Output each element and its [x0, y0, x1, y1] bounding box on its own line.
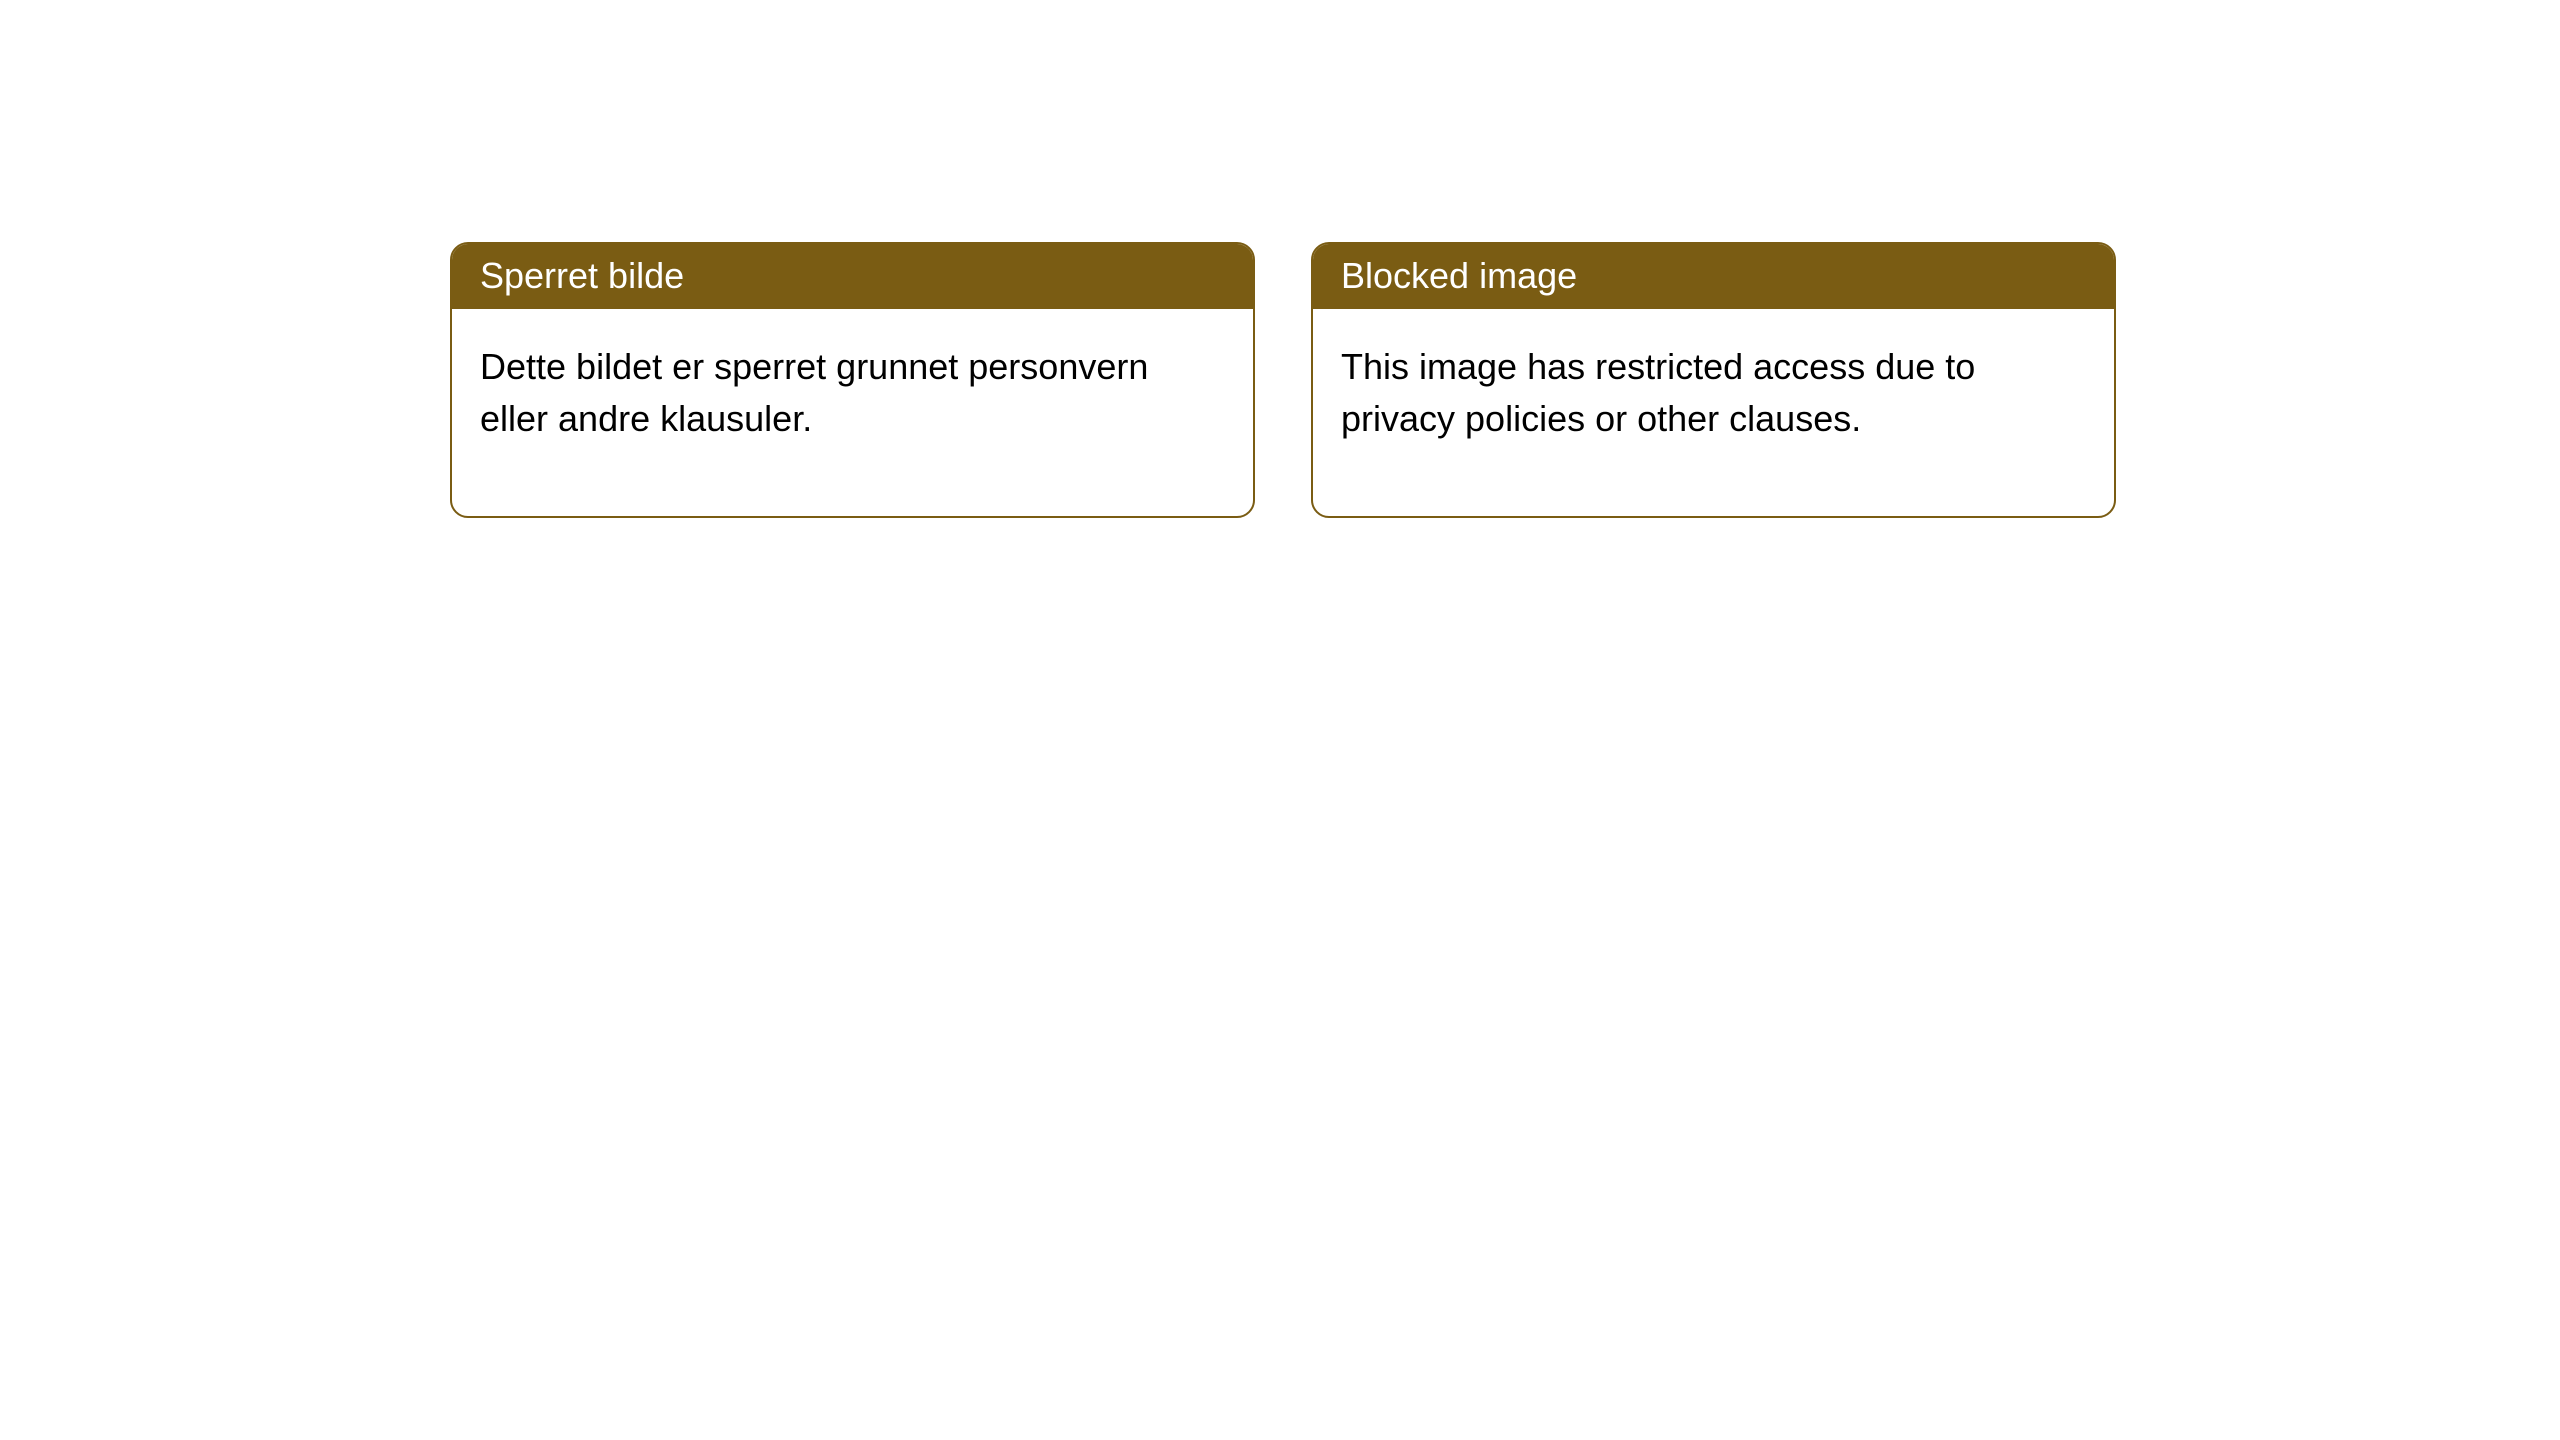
- notice-card-english: Blocked image This image has restricted …: [1311, 242, 2116, 518]
- notice-body-norwegian: Dette bildet er sperret grunnet personve…: [452, 309, 1253, 515]
- notice-title-english: Blocked image: [1313, 244, 2114, 309]
- notice-title-norwegian: Sperret bilde: [452, 244, 1253, 309]
- notice-body-english: This image has restricted access due to …: [1313, 309, 2114, 515]
- notice-card-norwegian: Sperret bilde Dette bildet er sperret gr…: [450, 242, 1255, 518]
- notice-container: Sperret bilde Dette bildet er sperret gr…: [0, 0, 2560, 518]
